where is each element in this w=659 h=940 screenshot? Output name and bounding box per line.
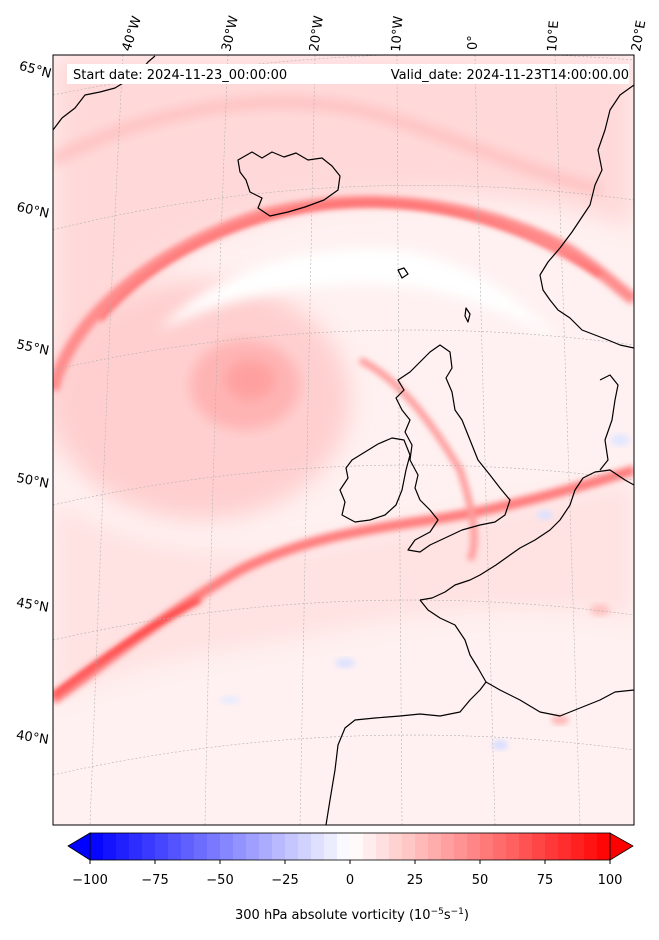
scotland-coast	[395, 344, 511, 553]
lon-label-30w: 30°W	[219, 14, 242, 52]
denmark-coast	[599, 374, 619, 471]
colorbar-cell	[558, 833, 572, 860]
map-border	[52, 54, 635, 826]
colorbar-cell	[545, 833, 559, 860]
colorbar-cell	[259, 833, 273, 860]
lat-label-45n: 45°N	[15, 595, 50, 615]
ireland-coast	[339, 437, 411, 523]
colorbar-tick-label: −100	[72, 873, 108, 888]
lon-label-10e: 10°E	[545, 20, 562, 52]
colorbar-ticks: −100 −75 −50 −25 0 25 50 75 100	[72, 860, 622, 888]
colorbar-cell	[220, 833, 234, 860]
colorbar-cell	[597, 833, 611, 860]
colorbar-cell	[363, 833, 377, 860]
faroe-shetland	[397, 267, 471, 323]
start-date-label: Start date: 2024-11-23_00:00:00	[73, 68, 287, 83]
colorbar-cell	[584, 833, 598, 860]
lat-label-60n: 60°N	[15, 200, 50, 222]
colorbar-cell	[337, 833, 351, 860]
colorbar-max-extension	[609, 832, 634, 861]
colorbar-tick-label: 75	[537, 873, 554, 888]
colorbar-cell	[415, 833, 429, 860]
lat-label-50n: 50°N	[15, 471, 50, 492]
colorbar-cell	[90, 833, 104, 860]
lon-label-40w: 40°W	[120, 14, 145, 53]
date-strip	[67, 64, 629, 84]
lat-label-55n: 55°N	[15, 337, 50, 358]
colorbar-min-extension	[67, 832, 91, 861]
latitude-labels: 65°N 60°N 55°N 50°N 45°N 40°N	[15, 59, 53, 748]
lat-label-40n: 40°N	[15, 728, 50, 748]
colorbar-cell	[389, 833, 403, 860]
colorbar-cell	[506, 833, 520, 860]
colorbar: −100 −75 −50 −25 0 25 50 75 100 300 hPa …	[67, 832, 634, 923]
colorbar-cell	[155, 833, 169, 860]
colorbar-cell	[285, 833, 299, 860]
colorbar-tick-label: 100	[598, 873, 623, 888]
colorbar-tick-label: 50	[472, 873, 489, 888]
colorbar-cell	[480, 833, 494, 860]
colorbar-cell	[103, 833, 117, 860]
colorbar-cell	[116, 833, 130, 860]
colorbar-cell	[272, 833, 286, 860]
colorbar-cell	[246, 833, 260, 860]
colorbar-cells	[90, 833, 611, 860]
lon-label-20e: 20°E	[629, 19, 649, 52]
colorbar-cell	[181, 833, 195, 860]
france-iberia-coast	[325, 469, 634, 825]
lon-label-10w: 10°W	[389, 15, 406, 52]
colorbar-tick-label: −75	[141, 873, 168, 888]
colorbar-cell	[311, 833, 325, 860]
colorbar-cell	[571, 833, 585, 860]
colorbar-cell	[142, 833, 156, 860]
colorbar-tick-label: 25	[407, 873, 424, 888]
colorbar-tick-label: −50	[206, 873, 233, 888]
iceland-coast	[237, 151, 341, 217]
colorbar-cell	[467, 833, 481, 860]
lon-label-0: 0°	[466, 35, 481, 50]
colorbar-cell	[350, 833, 364, 860]
colorbar-cell	[376, 833, 390, 860]
colorbar-cell	[519, 833, 533, 860]
colorbar-cell	[233, 833, 247, 860]
colorbar-cell	[168, 833, 182, 860]
coastlines	[53, 55, 634, 825]
colorbar-cell	[194, 833, 208, 860]
colorbar-cell	[402, 833, 416, 860]
colorbar-cell	[207, 833, 221, 860]
colorbar-cell	[493, 833, 507, 860]
colorbar-cell	[428, 833, 442, 860]
mediterranean-coast	[485, 681, 634, 717]
valid-date-label: Valid_date: 2024-11-23T14:00:00.00	[391, 68, 629, 83]
colorbar-cell	[129, 833, 143, 860]
colorbar-cell	[441, 833, 455, 860]
map-panel: Start date: 2024-11-23_00:00:00 Valid_da…	[52, 54, 635, 826]
colorbar-cell	[532, 833, 546, 860]
vorticity-field	[53, 55, 634, 750]
colorbar-cell	[324, 833, 338, 860]
colorbar-cell	[454, 833, 468, 860]
colorbar-tick-label: −25	[271, 873, 298, 888]
lon-label-20w: 20°W	[307, 15, 327, 53]
scandinavia-coast	[539, 84, 634, 349]
colorbar-label: 300 hPa absolute vorticity (10−5s−1)	[235, 907, 469, 923]
longitude-labels: 40°W 30°W 20°W 10°W 0° 10°E 20°E	[120, 14, 650, 53]
colorbar-tick-label: 0	[346, 873, 354, 888]
colorbar-cell	[298, 833, 312, 860]
lat-label-65n: 65°N	[17, 59, 53, 82]
